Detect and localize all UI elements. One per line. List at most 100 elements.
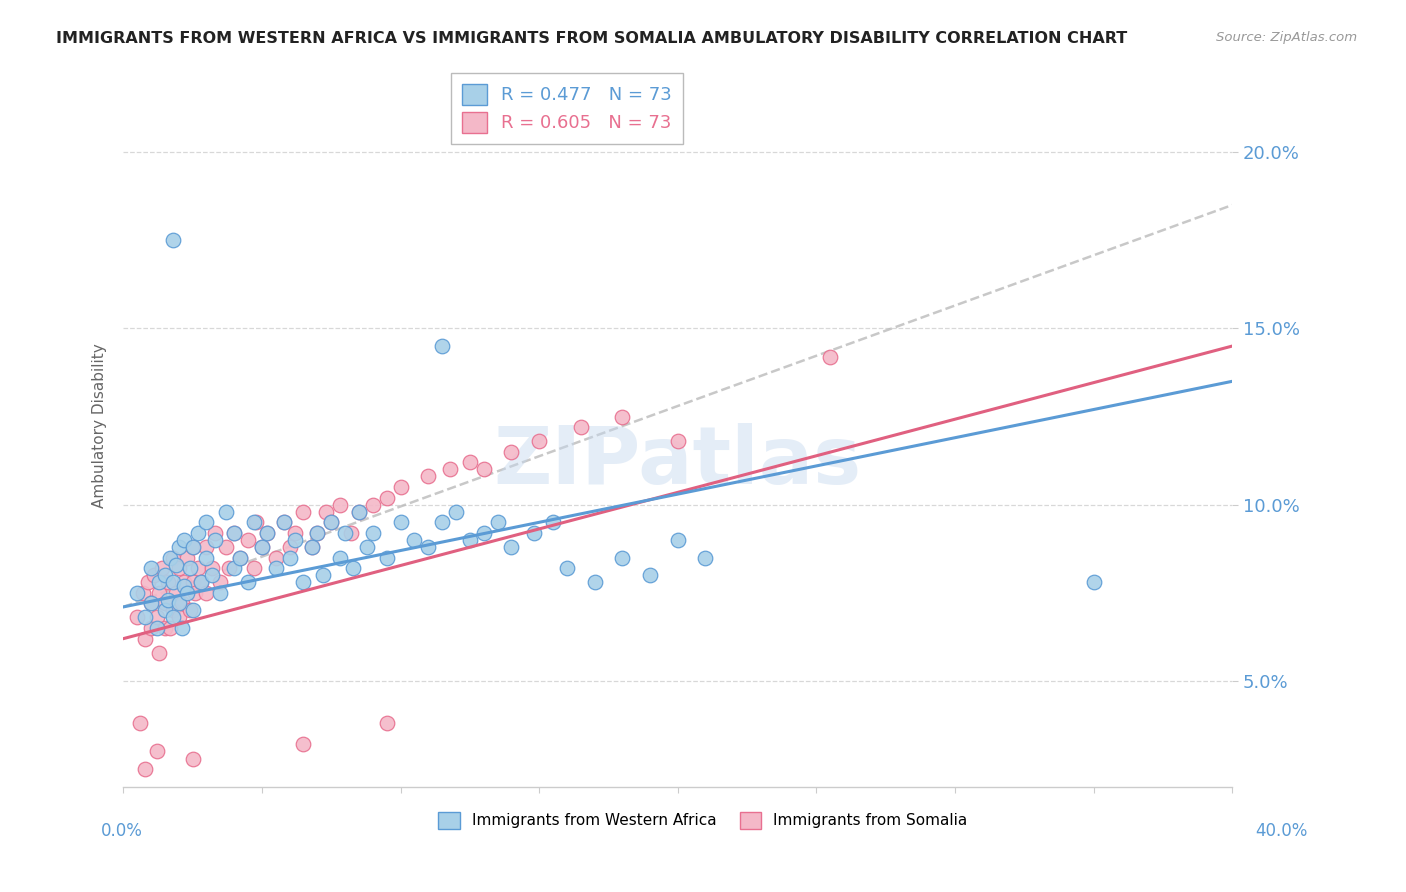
Point <box>187 561 209 575</box>
Point <box>181 603 204 617</box>
Point <box>339 525 361 540</box>
Point <box>167 561 190 575</box>
Point <box>204 533 226 547</box>
Point <box>486 516 509 530</box>
Legend: Immigrants from Western Africa, Immigrants from Somalia: Immigrants from Western Africa, Immigran… <box>433 805 973 835</box>
Point <box>224 525 246 540</box>
Point <box>347 505 370 519</box>
Point <box>153 621 176 635</box>
Point <box>179 603 201 617</box>
Point <box>389 480 412 494</box>
Point <box>131 586 153 600</box>
Point <box>195 586 218 600</box>
Point <box>1083 575 1105 590</box>
Point <box>695 550 717 565</box>
Point <box>418 469 440 483</box>
Point <box>139 561 162 575</box>
Point <box>153 568 176 582</box>
Point <box>328 498 350 512</box>
Point <box>139 621 162 635</box>
Point <box>127 610 149 624</box>
Point <box>292 738 315 752</box>
Point <box>181 540 204 554</box>
Y-axis label: Ambulatory Disability: Ambulatory Disability <box>93 343 107 508</box>
Point <box>333 525 356 540</box>
Point <box>162 550 184 565</box>
Point <box>612 409 634 424</box>
Point <box>284 533 307 547</box>
Point <box>165 558 187 572</box>
Point <box>148 575 170 590</box>
Point <box>190 575 212 590</box>
Point <box>361 498 384 512</box>
Point <box>148 646 170 660</box>
Point <box>215 505 238 519</box>
Text: 0.0%: 0.0% <box>101 822 143 840</box>
Point <box>430 516 453 530</box>
Point <box>501 540 523 554</box>
Point <box>264 550 287 565</box>
Point <box>256 525 278 540</box>
Point <box>170 621 193 635</box>
Point <box>523 525 546 540</box>
Point <box>153 603 176 617</box>
Point <box>184 586 207 600</box>
Point <box>167 610 190 624</box>
Point <box>666 434 689 449</box>
Point <box>195 516 218 530</box>
Point <box>229 550 252 565</box>
Point <box>134 610 156 624</box>
Point <box>215 540 238 554</box>
Point <box>156 575 179 590</box>
Point <box>181 540 204 554</box>
Point <box>361 525 384 540</box>
Point <box>273 516 295 530</box>
Point <box>818 350 841 364</box>
Point <box>195 550 218 565</box>
Point <box>375 550 398 565</box>
Point <box>256 525 278 540</box>
Point <box>347 505 370 519</box>
Point <box>159 621 181 635</box>
Point <box>284 525 307 540</box>
Point <box>638 568 661 582</box>
Point <box>136 575 159 590</box>
Point <box>250 540 273 554</box>
Point <box>170 596 193 610</box>
Point <box>666 533 689 547</box>
Point <box>312 568 335 582</box>
Point <box>307 525 329 540</box>
Point <box>165 586 187 600</box>
Point <box>150 561 173 575</box>
Point <box>162 575 184 590</box>
Point <box>301 540 323 554</box>
Text: 40.0%: 40.0% <box>1256 822 1308 840</box>
Point <box>127 586 149 600</box>
Point <box>176 586 198 600</box>
Point <box>134 762 156 776</box>
Point <box>321 516 343 530</box>
Point <box>472 462 495 476</box>
Point <box>273 516 295 530</box>
Point <box>159 550 181 565</box>
Point <box>242 561 264 575</box>
Point <box>167 540 190 554</box>
Point <box>292 575 315 590</box>
Point <box>439 462 461 476</box>
Point <box>190 575 212 590</box>
Point <box>201 568 224 582</box>
Point <box>176 550 198 565</box>
Point <box>356 540 378 554</box>
Point <box>201 561 224 575</box>
Point <box>145 744 167 758</box>
Point <box>242 516 264 530</box>
Point <box>181 575 204 590</box>
Point <box>204 525 226 540</box>
Point <box>389 516 412 530</box>
Legend: R = 0.477   N = 73, R = 0.605   N = 73: R = 0.477 N = 73, R = 0.605 N = 73 <box>451 73 683 144</box>
Point <box>181 751 204 765</box>
Point <box>162 610 184 624</box>
Point <box>292 505 315 519</box>
Point <box>148 586 170 600</box>
Point <box>134 632 156 646</box>
